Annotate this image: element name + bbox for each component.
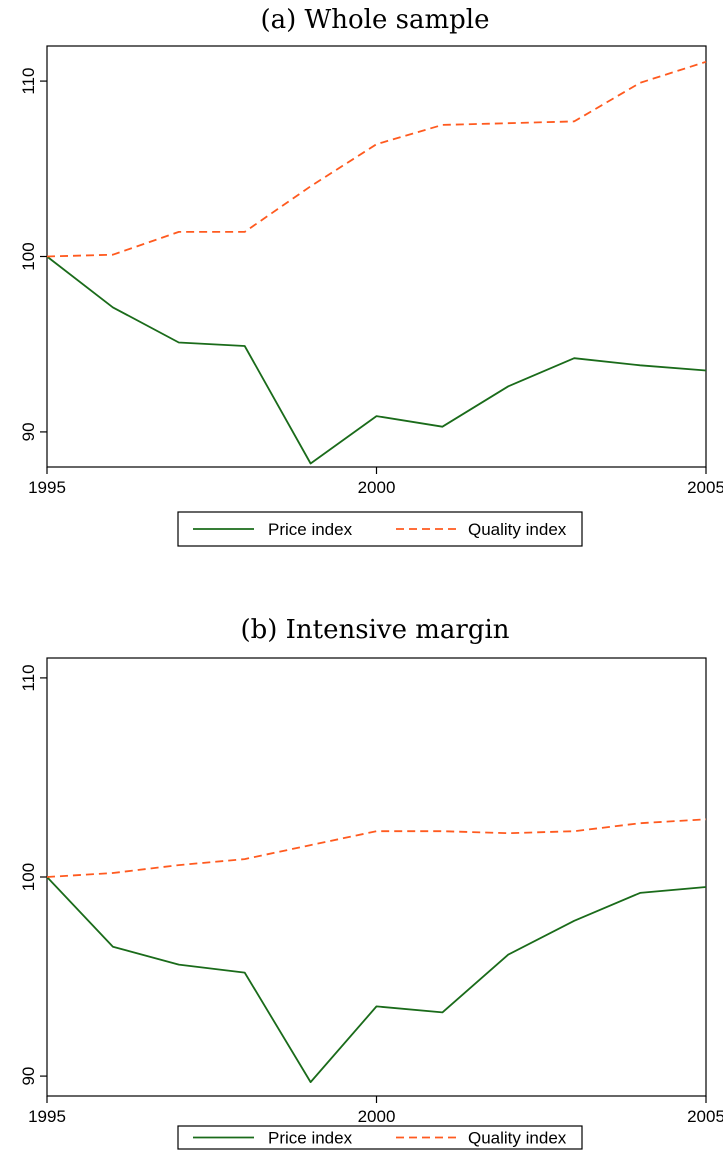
y-tick-label: 110 (19, 664, 38, 691)
x-tick-label: 2005 (687, 1107, 723, 1126)
plot-frame (46, 657, 707, 1097)
chart-panel-2: (b) Intensive margin 1995 2000 2005 90 100 110… (19, 615, 723, 1150)
y-tick-label: 90 (19, 1067, 38, 1086)
chart-title: (a) Whole sample (261, 5, 490, 35)
chart-panel-1: (a) Whole sample 1995 2000 2005 90 100 110 Pric… (19, 5, 723, 547)
y-tick-label: 100 (19, 863, 38, 891)
legend-box (177, 1125, 583, 1150)
series-line-quality-index (46, 818, 707, 878)
series-line-price-index (46, 255, 707, 465)
legend-label-quality-index: Quality index (468, 520, 567, 539)
y-tick-label: 110 (19, 68, 38, 95)
chart-title: (b) Intensive margin (240, 615, 509, 645)
legend-label-price-index: Price index (268, 1129, 353, 1148)
legend-label-price-index: Price index (268, 520, 353, 539)
series-line-price-index (46, 876, 707, 1083)
x-tick-label: 1995 (28, 1107, 66, 1126)
plot-frame (46, 45, 707, 468)
x-tick-label: 2000 (358, 478, 396, 497)
x-tick-label: 2005 (687, 478, 723, 497)
series-line-quality-index (46, 60, 707, 258)
x-tick-label: 1995 (28, 478, 66, 497)
x-tick-label: 2000 (358, 1107, 396, 1126)
y-tick-label: 90 (19, 422, 38, 441)
legend-label-quality-index: Quality index (468, 1129, 567, 1148)
y-tick-label: 100 (19, 242, 38, 270)
